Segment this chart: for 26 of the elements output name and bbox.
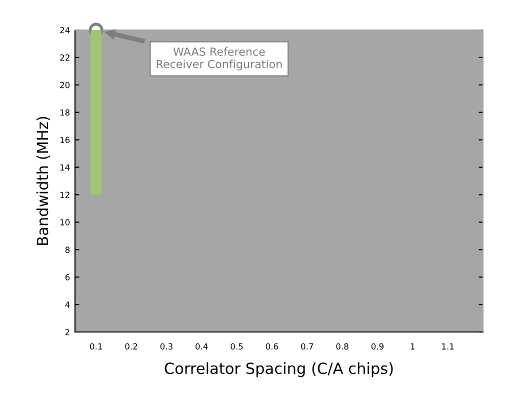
x-tick-label: 0.5: [230, 343, 243, 350]
x-tick-label: 0.3: [160, 343, 172, 350]
y-tick-label: 18: [60, 109, 70, 116]
y-tick-label: 4: [65, 302, 70, 308]
x-axis-title: Correlator Spacing (C/A chips): [164, 362, 393, 378]
x-tick-label: 0.8: [336, 343, 348, 350]
y-tick-label: 22: [60, 54, 70, 61]
annotation: WAAS Reference Receiver Configuration: [156, 47, 282, 70]
x-tick-label: 0.9: [371, 343, 384, 350]
x-tick-label: 0.4: [196, 343, 208, 350]
y-axis-title: Bandwidth (MHz): [36, 116, 50, 245]
y-tick-label: 6: [65, 274, 70, 280]
x-tick-label: 0.2: [125, 343, 138, 350]
y-tick-label: 20: [60, 82, 70, 88]
y-tick-label: 16: [60, 136, 70, 144]
y-tick-label: 24: [60, 26, 70, 34]
y-tick-label: 8: [65, 246, 70, 253]
x-tick-label: 0.7: [301, 343, 314, 350]
y-tick-label: 10: [60, 219, 70, 226]
y-tick-label: 12: [60, 192, 70, 198]
x-tick-label: 1: [410, 343, 415, 350]
x-tick-label: 0.1: [90, 343, 102, 350]
y-tick-label: 2: [65, 328, 70, 336]
x-tick-label: 0.6: [266, 343, 278, 350]
y-tick-label: 14: [60, 164, 70, 170]
x-tick-label: 1.1: [442, 343, 454, 350]
